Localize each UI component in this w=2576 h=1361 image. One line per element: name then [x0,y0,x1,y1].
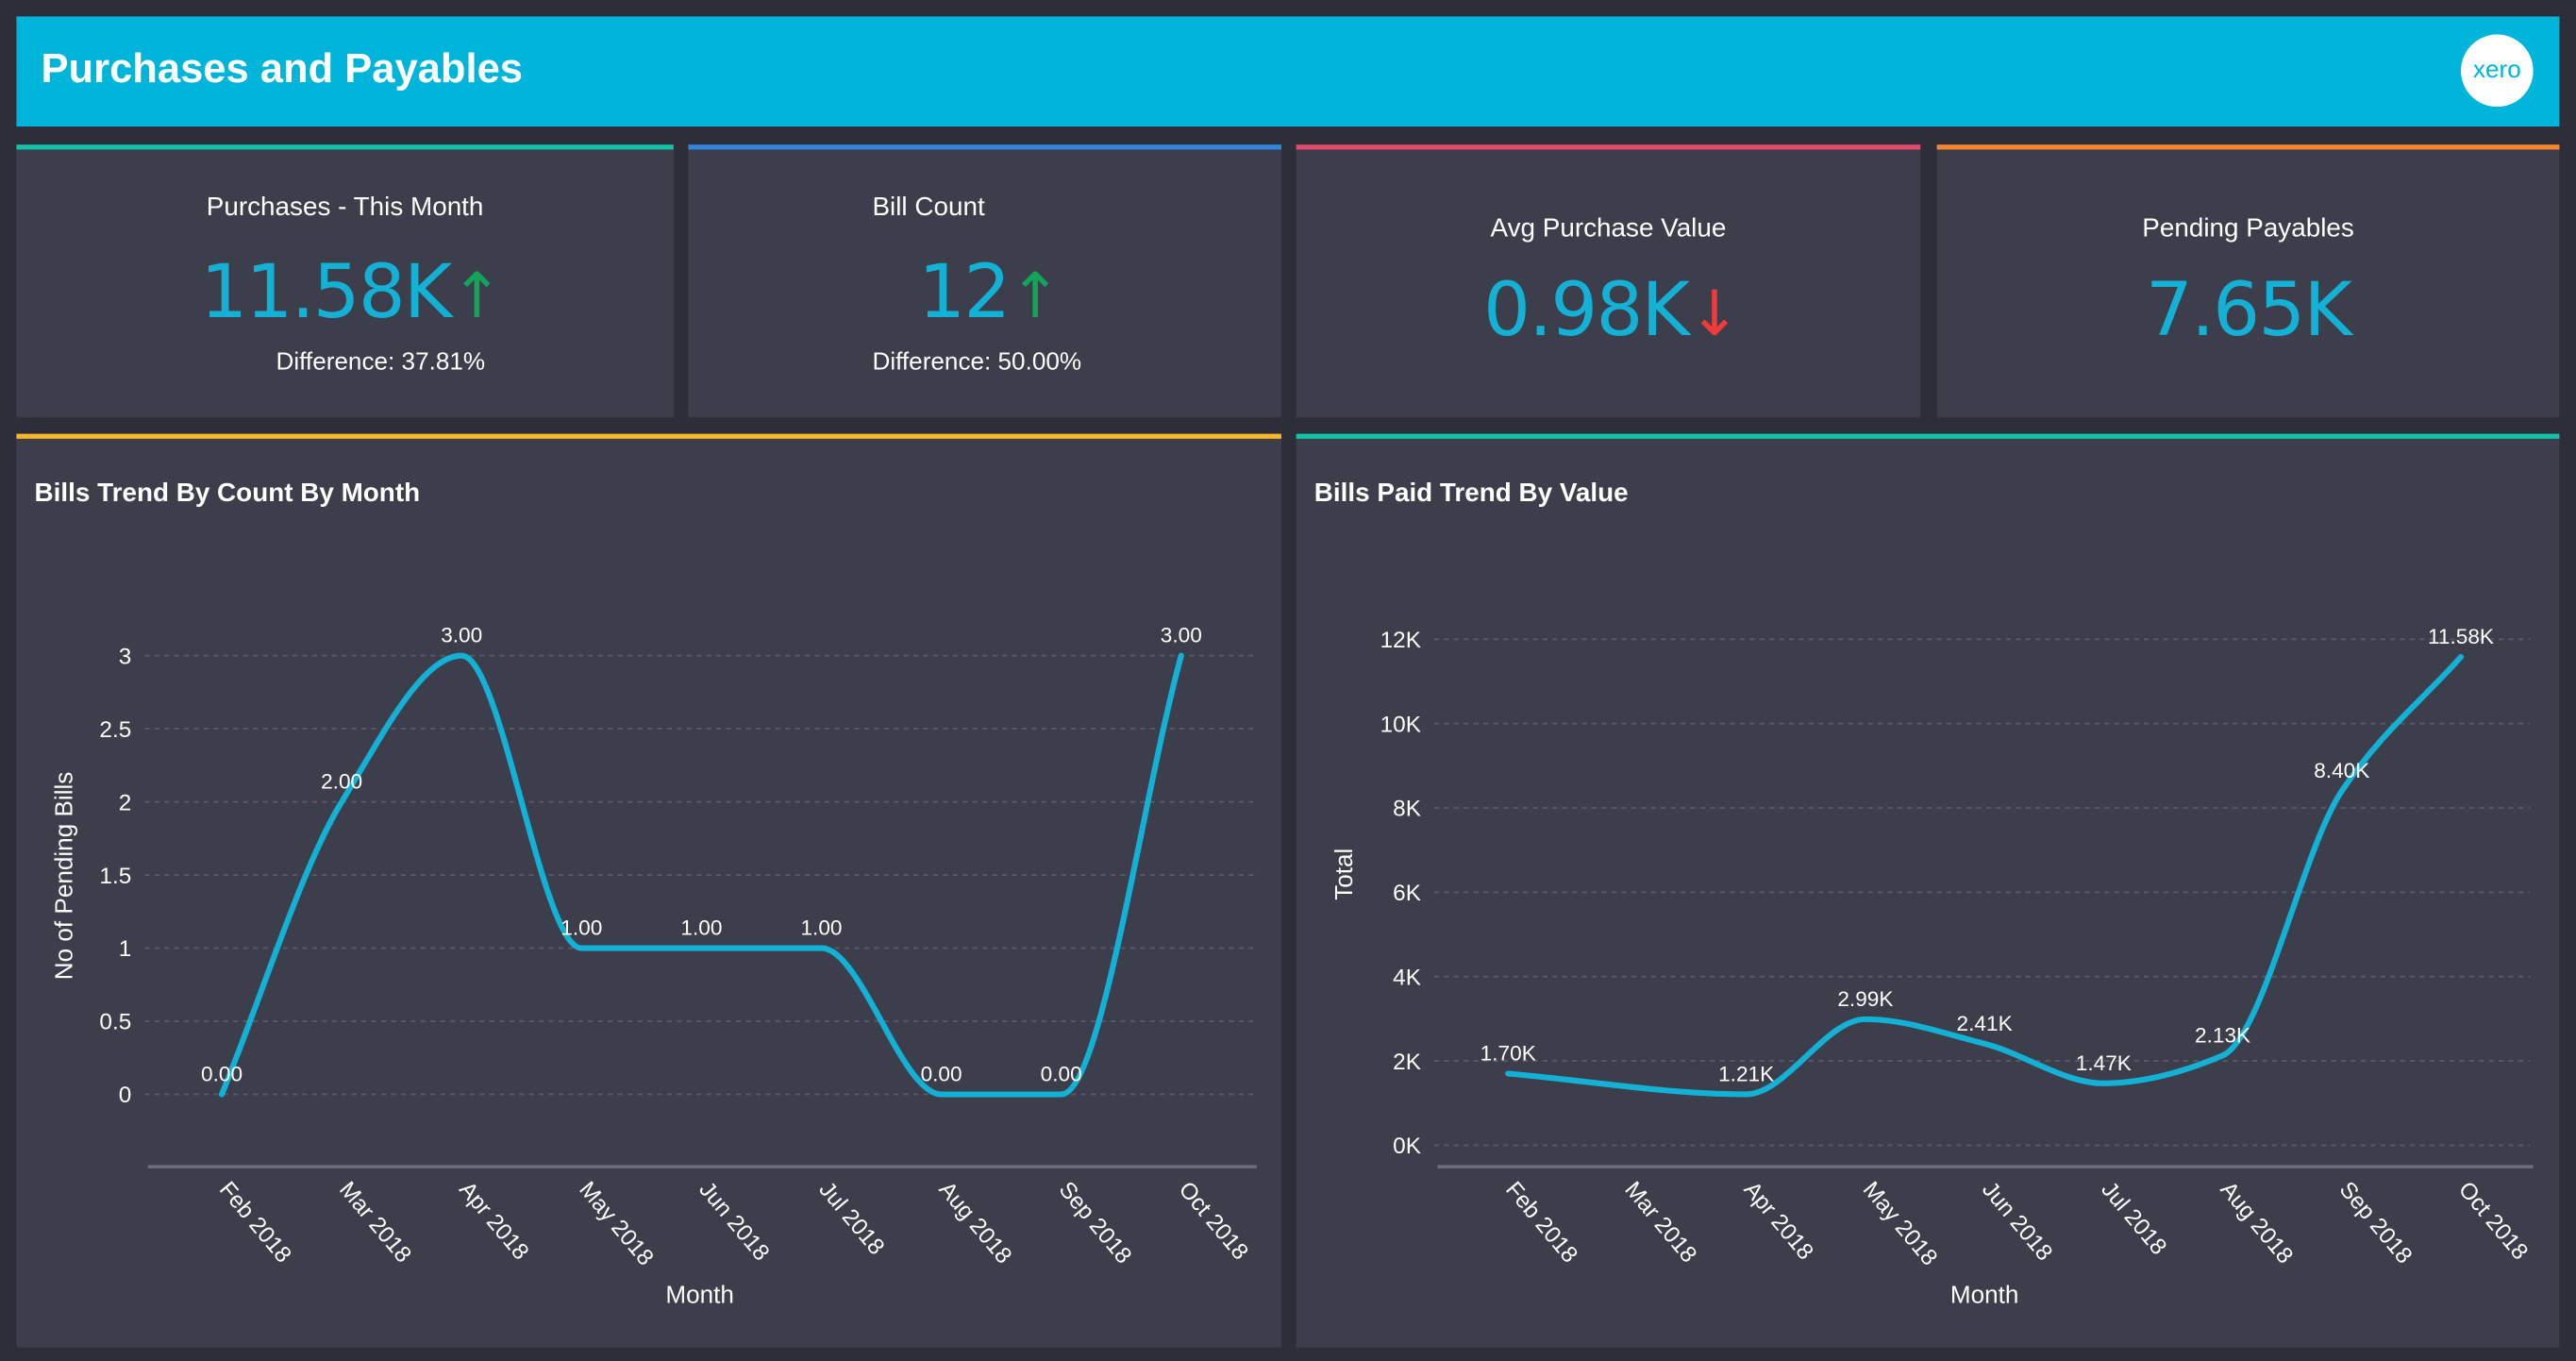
y-tick-label: 12K [1380,628,1421,653]
x-tick-label: Jun 2018 [1977,1177,2057,1266]
chart-title: Bills Trend By Count By Month [34,479,421,508]
kpi-value: 0.98K↓ [1483,266,1741,354]
x-tick-label: Oct 2018 [1174,1177,1253,1265]
x-tick-label: Sep 2018 [2334,1177,2417,1269]
kpi-title: Avg Purchase Value [1490,215,1727,244]
y-axis-title: No of Pending Bills [50,772,78,981]
y-tick-label: 2.5 [99,717,131,743]
y-tick-label: 2K [1393,1050,1421,1075]
y-tick-label: 2 [119,790,132,815]
data-label: 3.00 [441,624,482,647]
y-tick-label: 6K [1393,881,1421,906]
kpi-pending-payables: Pending Payables 7.65K [1936,144,2560,418]
arrow-down-icon: ↓ [1688,277,1740,350]
x-tick-label: May 2018 [574,1177,658,1270]
series-line [1505,653,2465,1098]
page-title: Purchases and Payables [41,45,524,92]
kpi-bill-count: Bill Count 12↑ Difference: 50.00% [688,144,1281,418]
y-tick-label: 3 [119,644,132,669]
x-tick-label: Mar 2018 [1619,1177,1701,1268]
arrow-up-icon: ↑ [450,260,503,332]
data-label: 11.58K [2428,625,2494,648]
kpi-value-text: 12 [918,247,1011,336]
chart-title: Bills Paid Trend By Value [1313,479,1629,508]
data-label: 0.00 [1041,1063,1082,1086]
arrow-up-icon: ↑ [1009,260,1061,332]
x-tick-label: Jul 2018 [813,1177,889,1260]
kpi-difference: Difference: 50.00% [872,348,1082,377]
y-axis-title: Total [1330,849,1358,900]
x-tick-label: Jul 2018 [2096,1177,2171,1260]
x-tick-label: Apr 2018 [454,1177,533,1265]
y-tick-label: 10K [1380,712,1421,737]
line-chart: 0K 2K 4K 6K 8K 10K 12K Feb 2018 Mar 2018 Apr 2018… [1330,625,2534,1309]
data-label: 8.40K [2314,759,2369,782]
data-label: 1.00 [680,916,722,940]
x-tick-label: Aug 2018 [934,1177,1017,1269]
data-label: 1.00 [800,916,842,940]
kpi-title: Bill Count [872,193,985,223]
data-label: 0.00 [201,1063,243,1086]
data-label: 1.47K [2076,1051,2132,1075]
kpi-difference: Difference: 37.81% [276,348,486,377]
x-tick-label: Aug 2018 [2215,1177,2298,1269]
x-tick-label: Oct 2018 [2453,1177,2533,1265]
kpi-purchases-this-month: Purchases - This Month 11.58K↑ Differenc… [16,144,674,418]
dashboard-header: Purchases and Payables xero [16,16,2560,127]
kpi-value: 11.58K↑ [200,247,503,336]
y-tick-label: 1.5 [99,864,131,889]
x-tick-label: Feb 2018 [214,1177,296,1268]
kpi-value-text: 11.58K [200,247,452,336]
kpi-value: 12↑ [918,247,1062,336]
data-label: 3.00 [1161,624,1202,647]
x-tick-label: Mar 2018 [334,1177,416,1268]
bills-count-chart-panel: Bills Trend By Count By Month 0 0.5 1 1.5 2 2… [16,433,1281,1348]
x-tick-label: Apr 2018 [1739,1177,1818,1265]
kpi-avg-purchase-value: Avg Purchase Value 0.98K↓ [1296,144,1921,418]
y-tick-label: 0K [1393,1134,1421,1159]
xero-logo[interactable]: xero [2461,34,2534,108]
y-tick-label: 4K [1393,965,1421,990]
x-tick-label: Sep 2018 [1054,1177,1137,1269]
kpi-value-text: 0.98K [1483,266,1690,354]
series-line [218,652,1184,1098]
data-label: 1.21K [1718,1062,1774,1085]
data-label: 2.41K [1957,1012,2013,1035]
y-tick-label: 0 [119,1083,132,1108]
data-label: 1.70K [1480,1042,1536,1066]
x-axis-title: Month [1950,1281,2019,1309]
y-tick-label: 0.5 [99,1010,131,1035]
kpi-title: Pending Payables [2142,215,2354,244]
bills-paid-chart-panel: Bills Paid Trend By Value 0K 2K 4K 6K 8K 10K 1… [1296,433,2560,1348]
data-label: 0.00 [921,1063,962,1086]
data-label: 2.00 [321,770,362,794]
kpi-title: Purchases - This Month [206,193,484,223]
y-tick-label: 8K [1393,797,1421,822]
line-chart: 0 0.5 1 1.5 2 2.5 3 Feb 2018 Mar 2018 Apr 2018 May… [50,624,1257,1309]
x-tick-label: Feb 2018 [1500,1177,1582,1268]
x-axis-title: Month [665,1281,734,1309]
x-tick-label: Jun 2018 [694,1177,774,1266]
x-tick-label: May 2018 [1858,1177,1942,1270]
kpi-value: 7.65K [2145,266,2352,354]
y-tick-label: 1 [119,936,132,962]
data-label: 2.13K [2195,1023,2250,1047]
data-label: 1.00 [560,916,602,940]
data-label: 2.99K [1837,987,1893,1011]
